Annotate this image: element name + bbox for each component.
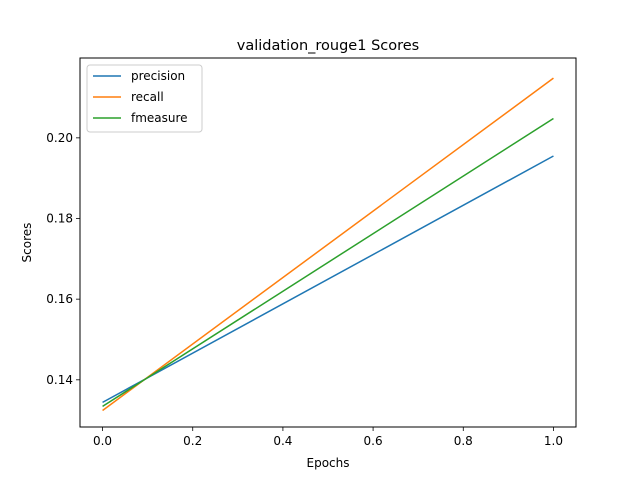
x-tick-label: 0.4: [273, 434, 292, 448]
x-tick-label: 1.0: [544, 434, 563, 448]
axes-frame: [79, 57, 577, 428]
series-line-fmeasure: [102, 117, 554, 408]
legend-box: [86, 64, 203, 133]
plot-lines: [102, 77, 554, 412]
x-tick-label: 0.2: [183, 434, 202, 448]
x-tick-label: 0.8: [454, 434, 473, 448]
legend-label-fmeasure: fmeasure: [131, 111, 188, 125]
series-line-recall: [102, 77, 554, 412]
x-axis-label: Epochs: [307, 456, 350, 470]
legend-label-precision: precision: [131, 69, 185, 83]
y-axis-ticks: 0.14 0.16 0.18 0.20: [46, 131, 80, 387]
y-axis-label: Scores: [20, 223, 34, 263]
legend-label-recall: recall: [131, 90, 164, 104]
chart-title: validation_rouge1 Scores: [237, 38, 419, 54]
y-tick-label: 0.18: [46, 212, 73, 226]
x-tick-label: 0.0: [93, 434, 112, 448]
y-tick-label: 0.14: [46, 373, 73, 387]
y-tick-label: 0.20: [46, 131, 73, 145]
x-axis-ticks: 0.0 0.2 0.4 0.6 0.8 1.0: [93, 427, 563, 448]
series-line-precision: [102, 155, 554, 404]
x-tick-label: 0.6: [364, 434, 383, 448]
y-tick-label: 0.16: [46, 292, 73, 306]
legend: precision recall fmeasure: [86, 64, 203, 133]
